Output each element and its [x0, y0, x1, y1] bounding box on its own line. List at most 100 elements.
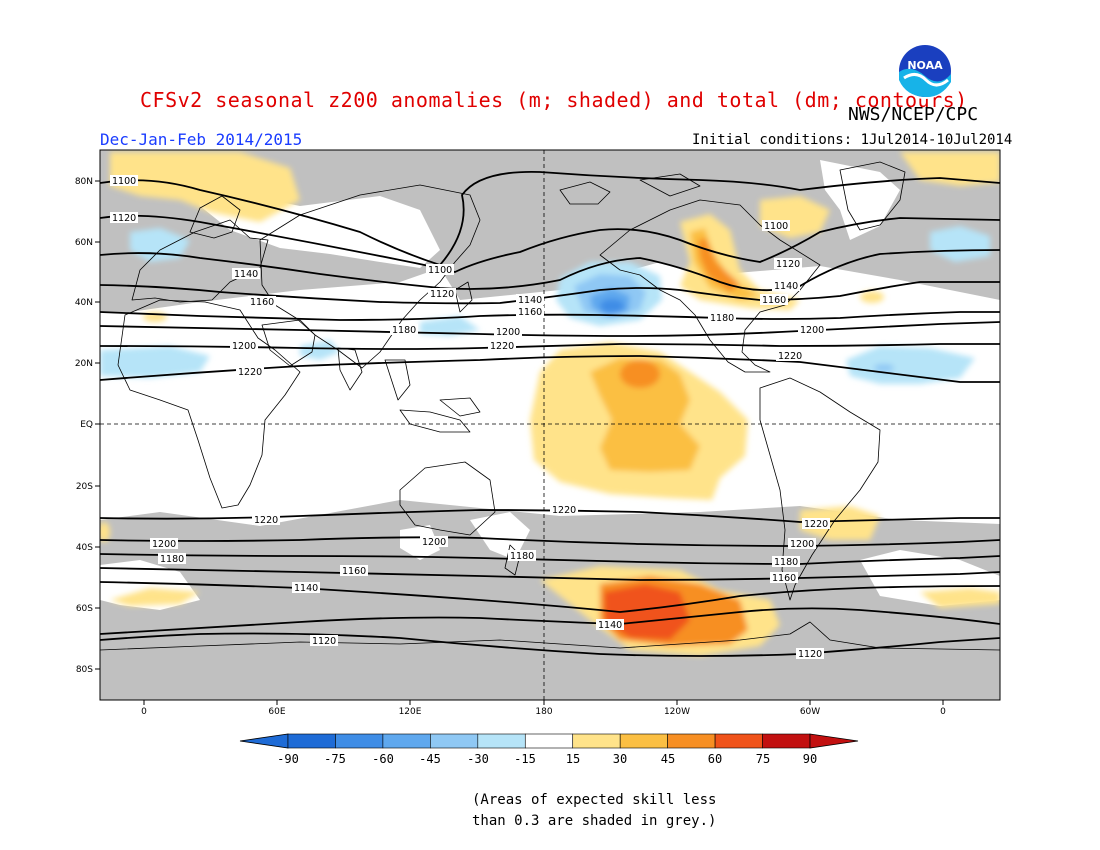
colorbar-box: [572, 733, 621, 749]
svg-text:1200: 1200: [152, 539, 176, 550]
colorbar-tick: -45: [419, 752, 441, 766]
contour-label: 1160: [516, 306, 544, 318]
contour-label: 1140: [596, 619, 624, 631]
svg-text:1140: 1140: [234, 269, 258, 280]
svg-text:1120: 1120: [430, 289, 454, 300]
lat-label: 60S: [76, 604, 93, 614]
positive-anomaly-shading: [100, 152, 1000, 656]
skill-note-line: (Areas of expected skill less: [472, 792, 717, 808]
contour-label: 1200: [230, 340, 258, 352]
contour-label: 1120: [428, 288, 456, 300]
lon-label: 120E: [399, 707, 422, 717]
colorbar-box: [477, 733, 526, 749]
svg-text:1140: 1140: [774, 281, 798, 292]
contour-label: 1140: [292, 582, 320, 594]
colorbar-tick: -75: [324, 752, 346, 766]
lat-label: 80N: [75, 177, 93, 187]
noaa-logo-text: NOAA: [907, 59, 943, 72]
contour-label: 1120: [774, 258, 802, 270]
svg-text:1140: 1140: [294, 583, 318, 594]
colorbar-boxes: [287, 733, 811, 749]
contour-label: 1120: [110, 212, 138, 224]
contour-label: 1180: [708, 312, 736, 324]
svg-text:1180: 1180: [774, 557, 798, 568]
svg-text:1100: 1100: [112, 176, 136, 187]
colorbar-tick: -15: [514, 752, 536, 766]
contour-label: 1100: [426, 264, 454, 276]
colorbar-tick: 15: [566, 752, 580, 766]
contour-label: 1200: [788, 538, 816, 550]
colorbar-tick: 90: [803, 752, 817, 766]
initial-conditions-label: Initial conditions: 1Jul2014-10Jul2014: [692, 132, 1013, 148]
contour-label: 1100: [110, 175, 138, 187]
colorbar-box: [667, 733, 716, 749]
lon-label: 0: [940, 707, 946, 717]
lat-label: 40N: [75, 298, 93, 308]
colorbar: -90 -75 -60 -45 -30 -15 15 30 45 60 75 9…: [239, 733, 859, 766]
lon-label: 0: [141, 707, 147, 717]
svg-text:1180: 1180: [710, 313, 734, 324]
skill-note: (Areas of expected skill less than 0.3 a…: [472, 790, 732, 832]
contour-label: 1200: [420, 536, 448, 548]
map-frame: [99, 149, 1001, 701]
svg-text:1220: 1220: [490, 341, 514, 352]
lat-label: 20S: [76, 482, 93, 492]
svg-text:1100: 1100: [764, 221, 788, 232]
svg-text:1120: 1120: [312, 636, 336, 647]
contour-label: 1160: [340, 565, 368, 577]
colorbar-box: [430, 733, 479, 749]
svg-text:1100: 1100: [428, 265, 452, 276]
colorbar-box: [382, 733, 431, 749]
latitude-axis: [95, 180, 100, 670]
noaa-logo-icon: NOAA: [897, 43, 953, 99]
agency-label: NWS/NCEP/CPC: [848, 104, 979, 125]
svg-text:1200: 1200: [790, 539, 814, 550]
colorbar-tick: 30: [613, 752, 627, 766]
contour-label: 1200: [798, 324, 826, 336]
svg-text:1180: 1180: [392, 325, 416, 336]
lat-label: 60N: [75, 238, 93, 248]
skill-note-line: than 0.3 are shaded in grey.): [472, 813, 717, 829]
colorbar-tick: -60: [372, 752, 394, 766]
contour-label: 1160: [248, 296, 276, 308]
svg-text:1160: 1160: [772, 573, 796, 584]
contour-label: 1220: [252, 514, 280, 526]
contour-label: 1180: [508, 550, 536, 562]
colorbar-tick: -30: [467, 752, 489, 766]
contour-label: 1140: [772, 280, 800, 292]
svg-text:1120: 1120: [776, 259, 800, 270]
svg-text:1140: 1140: [598, 620, 622, 631]
season-label: Dec-Jan-Feb 2014/2015: [100, 130, 303, 149]
colorbar-tick: 75: [756, 752, 770, 766]
contour-label: 1220: [236, 366, 264, 378]
svg-text:1200: 1200: [496, 327, 520, 338]
map-title: CFSv2 seasonal z200 anomalies (m; shaded…: [140, 88, 968, 112]
reference-lines: [100, 150, 1000, 700]
contour-labels: 1100 1120 1140 1160 1180 1200 1220 1100 …: [110, 175, 830, 660]
contour-label: 1200: [494, 326, 522, 338]
contour-label: 1180: [390, 324, 418, 336]
contour-label: 1200: [150, 538, 178, 550]
colorbar-box: [619, 733, 668, 749]
contour-label: 1120: [310, 635, 338, 647]
contour-label: 1140: [516, 294, 544, 306]
svg-text:1200: 1200: [422, 537, 446, 548]
svg-text:1140: 1140: [518, 295, 542, 306]
lon-label: 120W: [664, 707, 690, 717]
svg-text:1160: 1160: [250, 297, 274, 308]
lon-label: 60E: [268, 707, 285, 717]
colorbar-tick: 45: [661, 752, 675, 766]
contour-label: 1120: [796, 648, 824, 660]
svg-text:1220: 1220: [254, 515, 278, 526]
svg-text:1200: 1200: [800, 325, 824, 336]
lat-label: 40S: [76, 543, 93, 553]
svg-text:1200: 1200: [232, 341, 256, 352]
map-plot-area: 1100 1120 1140 1160 1180 1200 1220 1100 …: [100, 150, 1000, 700]
svg-text:1220: 1220: [778, 351, 802, 362]
lat-label: 80S: [76, 665, 93, 675]
svg-text:1180: 1180: [510, 551, 534, 562]
contour-label: 1140: [232, 268, 260, 280]
colorbar-max-arrow: [809, 733, 859, 749]
longitude-axis: [143, 700, 944, 705]
colorbar-ticks: -90 -75 -60 -45 -30 -15 15 30 45 60 75 9…: [277, 752, 817, 766]
